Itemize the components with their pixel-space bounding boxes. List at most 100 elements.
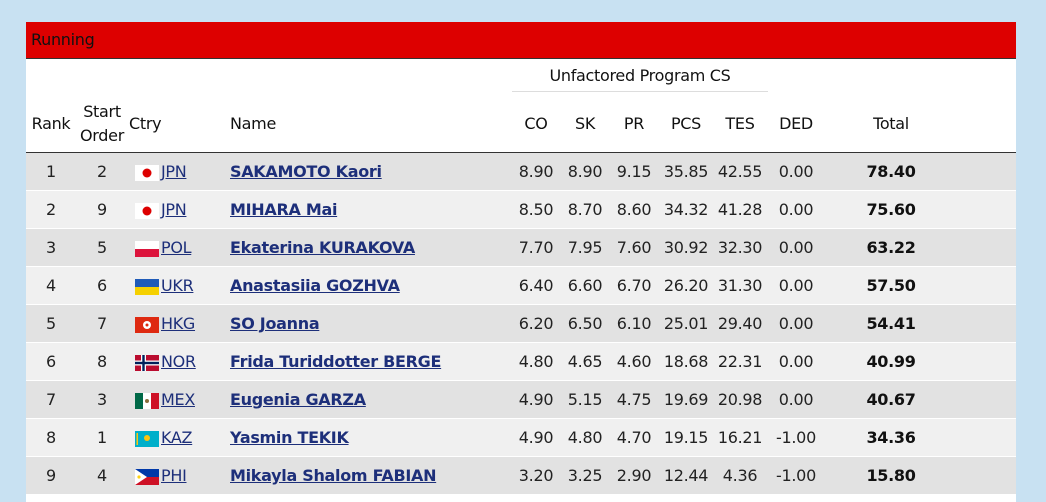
flag <box>135 469 159 485</box>
cell: 20.98 <box>717 390 763 409</box>
cell: 7 <box>97 314 107 333</box>
skater-link[interactable]: Eugenia GARZA <box>230 390 366 409</box>
cell: 0.00 <box>778 276 814 295</box>
flag <box>135 165 159 181</box>
column-header: CO <box>524 114 548 133</box>
cell: 9 <box>97 200 107 219</box>
country-link[interactable]: NOR <box>161 352 196 371</box>
cell: 0.00 <box>778 200 814 219</box>
cell: 6 <box>97 276 107 295</box>
country-link[interactable]: KAZ <box>161 428 193 447</box>
cell: 8.60 <box>616 200 652 219</box>
country-link[interactable]: UKR <box>161 276 194 295</box>
cell: 42.55 <box>717 162 763 181</box>
skater-link[interactable]: Frida Turiddotter BERGE <box>230 352 442 371</box>
cell: 75.60 <box>866 200 916 219</box>
cell: 7.70 <box>518 238 554 257</box>
cell: 3.20 <box>518 466 554 485</box>
country-link[interactable]: HKG <box>161 314 196 333</box>
result-row: 1 2 JPN SAKAMOTO Kaori 8.90 8.90 9.15 35.85 42.5… <box>26 153 1016 191</box>
cell: 19.15 <box>663 428 709 447</box>
column-header: PR <box>623 114 645 133</box>
cell: 63.22 <box>866 238 916 257</box>
result-row: 4 6 UKR Anastasiia GOZHVA 6.40 6.60 6.70 26.20 3… <box>26 267 1016 305</box>
cell: 8 <box>46 428 56 447</box>
flag <box>135 355 159 371</box>
cell: 4 <box>46 276 56 295</box>
cell: 57.50 <box>866 276 916 295</box>
cell: 8 <box>97 352 107 371</box>
column-header: TES <box>725 114 755 133</box>
column-header: Name <box>230 114 277 133</box>
cell: 4.90 <box>518 428 554 447</box>
cell: 0.00 <box>778 314 814 333</box>
skater-link[interactable]: MIHARA Mai <box>230 200 338 219</box>
country-link[interactable]: MEX <box>161 390 195 409</box>
cell: 2 <box>46 200 56 219</box>
cell: 54.41 <box>866 314 916 333</box>
cell: 34.36 <box>866 428 916 447</box>
cell: 1 <box>97 428 107 447</box>
skater-link[interactable]: SAKAMOTO Kaori <box>230 162 382 181</box>
skater-link[interactable]: Anastasiia GOZHVA <box>230 276 400 295</box>
column-header: DED <box>779 114 813 133</box>
result-row: 5 7 HKG SO Joanna 6.20 6.50 6.10 25.01 29.40 0.00… <box>26 305 1016 343</box>
cell: 8.50 <box>518 200 554 219</box>
cell: 22.31 <box>717 352 763 371</box>
column-header: PCS <box>670 114 702 133</box>
cell: 4.60 <box>616 352 652 371</box>
country-link[interactable]: PHI <box>161 466 187 485</box>
cell: 12.44 <box>663 466 709 485</box>
cell: 0.00 <box>778 162 814 181</box>
cell: 6.70 <box>616 276 652 295</box>
cell: 5.15 <box>567 390 603 409</box>
cell: 7 <box>46 390 56 409</box>
cell: 32.30 <box>717 238 763 257</box>
skater-link[interactable]: SO Joanna <box>230 314 320 333</box>
cell: 31.30 <box>717 276 763 295</box>
cell: 2 <box>97 162 107 181</box>
column-header: Ctry <box>129 114 162 133</box>
section-title: Running <box>31 30 95 49</box>
cell: 4 <box>97 466 107 485</box>
flag <box>135 317 159 333</box>
cell: 18.68 <box>663 352 709 371</box>
cell: 5 <box>46 314 56 333</box>
cell: 15.80 <box>866 466 916 485</box>
cell: 0.00 <box>778 352 814 371</box>
skater-link[interactable]: Ekaterina KURAKOVA <box>230 238 415 257</box>
result-row: 8 1 KAZ Yasmin TEKIK 4.90 4.80 4.70 19.15 16.21-… <box>26 419 1016 457</box>
cell: 8.70 <box>567 200 603 219</box>
cell: 4.36 <box>722 466 758 485</box>
column-header: SK <box>574 114 596 133</box>
cell: 78.40 <box>866 162 916 181</box>
cell: 4.90 <box>518 390 554 409</box>
cell: 40.99 <box>866 352 916 371</box>
page: {"section":"Running", "header":{"group":… <box>26 22 1016 502</box>
skater-link[interactable]: Yasmin TEKIK <box>230 428 349 447</box>
cell: 0.00 <box>778 390 814 409</box>
cell: 3.25 <box>567 466 603 485</box>
country-link[interactable]: JPN <box>161 200 187 219</box>
country-link[interactable]: JPN <box>161 162 187 181</box>
result-row: 3 5 POL Ekaterina KURAKOVA 7.70 7.95 7.60 30.92… <box>26 229 1016 267</box>
result-row: 2 9 JPN MIHARA Mai 8.50 8.70 8.60 34.32 41.28 0.0… <box>26 191 1016 229</box>
cell: 6 <box>46 352 56 371</box>
cell: 8.90 <box>567 162 603 181</box>
result-row: 6 8 NOR Frida Turiddotter BERGE 4.80 4.65 4.60… <box>26 343 1016 381</box>
flag <box>135 393 159 409</box>
section-bar: Running <box>26 22 1016 59</box>
cell: 5 <box>97 238 107 257</box>
header-rule <box>26 152 1016 153</box>
cell: 4.80 <box>567 428 603 447</box>
cell: 9 <box>46 466 56 485</box>
country-link[interactable]: POL <box>161 238 192 257</box>
cell: 19.69 <box>663 390 709 409</box>
cell: 30.92 <box>663 238 709 257</box>
cell: 7.95 <box>567 238 603 257</box>
cell: 6.60 <box>567 276 603 295</box>
cell: 6.10 <box>616 314 652 333</box>
results-panel: Running Unfactored Program CS Rank Start … <box>26 22 1016 502</box>
cell: 9.15 <box>616 162 652 181</box>
skater-link[interactable]: Mikayla Shalom FABIAN <box>230 466 437 485</box>
